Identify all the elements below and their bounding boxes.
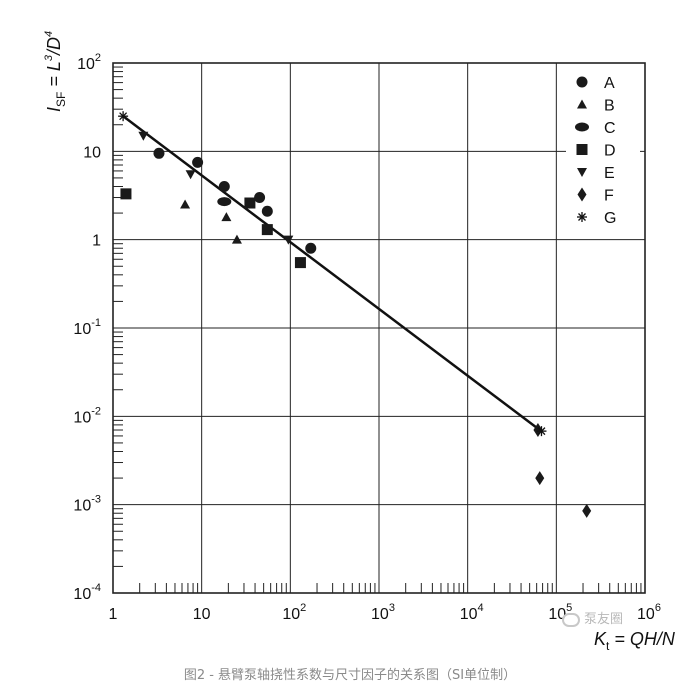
y-tick-label: 10-1 <box>73 317 101 338</box>
x-tick-label: 105 <box>548 602 572 623</box>
legend-marker-F <box>577 187 587 202</box>
grid <box>113 63 645 593</box>
legend-marker-A <box>576 76 588 88</box>
point-A <box>261 205 273 217</box>
point-E <box>138 131 149 141</box>
y-tick-label: 1 <box>92 233 101 250</box>
x-axis-label: Kt = QH/N <box>594 629 676 653</box>
minor-ticks <box>113 66 642 593</box>
y-tick-label: 10-3 <box>73 494 101 515</box>
point-F <box>535 471 545 486</box>
y-tick-label: 10 <box>83 144 101 161</box>
chart: 1 10 102 103 104 105 106 102 10 1 10-1 10-2 10-3 10-4… <box>43 31 676 653</box>
x-tick-label: 102 <box>282 602 306 623</box>
point-E <box>283 235 294 245</box>
point-A <box>153 147 165 159</box>
legend-marker-B <box>577 99 587 109</box>
y-tick-label: 10-2 <box>73 405 101 426</box>
point-D <box>244 197 256 209</box>
x-tick-label: 1 <box>109 606 118 623</box>
point-D <box>294 257 306 269</box>
legend-label-D: D <box>604 143 616 160</box>
point-F <box>582 503 592 518</box>
x-tick-label: 103 <box>371 602 395 623</box>
point-D <box>261 224 273 236</box>
legend-marker-D <box>576 144 588 155</box>
watermark: 泵友圈 <box>562 608 672 632</box>
tick-labels: 1 10 102 103 104 105 106 102 10 1 10-1 10-2 10-3 10-4 <box>73 52 661 623</box>
point-E <box>185 170 196 180</box>
x-tick-label: 106 <box>637 602 661 623</box>
point-G <box>536 426 547 437</box>
y-axis-label: ISF = L3/D4 <box>43 31 68 112</box>
y-tick-label: 102 <box>77 52 101 73</box>
point-G <box>118 111 129 122</box>
point-A <box>305 242 317 254</box>
y-tick-label: 10-4 <box>73 582 101 603</box>
legend-marker-G <box>577 212 587 222</box>
point-B <box>231 234 242 244</box>
point-C <box>217 197 232 207</box>
point-A <box>218 180 230 192</box>
legend-label-E: E <box>604 165 615 182</box>
point-B <box>180 199 191 209</box>
legend-marker-C <box>575 122 589 132</box>
figure-caption: 图2 - 悬臂泵轴挠性系数与尺寸因子的关系图（SI单位制） <box>183 668 517 683</box>
watermark-text: 泵友圈 <box>584 612 624 627</box>
fit-line <box>122 115 541 432</box>
point-A <box>254 192 266 204</box>
legend-label-A: A <box>604 75 615 92</box>
legend-label-G: G <box>604 210 616 227</box>
legend-label-F: F <box>604 188 614 205</box>
point-D <box>120 188 132 200</box>
legend-label-C: C <box>604 120 616 137</box>
data-markers <box>118 111 592 518</box>
x-tick-label: 104 <box>460 602 484 623</box>
wechat-icon <box>562 612 580 627</box>
legend-label-B: B <box>604 98 615 115</box>
point-B <box>221 212 232 222</box>
point-A <box>192 156 204 168</box>
plot-frame <box>112 62 646 594</box>
legend-marker-E <box>577 168 587 177</box>
x-tick-label: 10 <box>193 606 211 623</box>
point-F <box>533 423 543 438</box>
